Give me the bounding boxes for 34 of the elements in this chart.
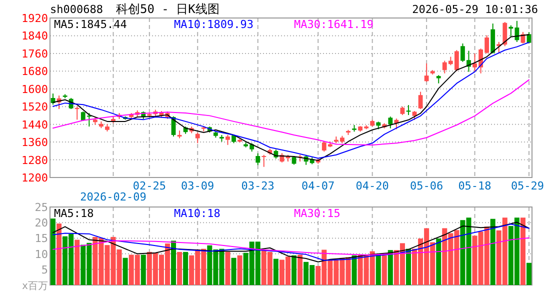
x-tick-label: 04-07 [302,180,335,192]
y-tick-label: 1280 [22,154,48,167]
x-tick-label: 03-09 [181,180,214,192]
y-tick-label: 15 [34,232,48,246]
x-tick-label: 05-18 [458,180,492,192]
y-tick-label: 1680 [22,65,48,78]
series-label: MA5:18 [54,207,94,220]
x-tick-label: 02-25 [132,180,166,192]
y-tick-label: 1600 [22,82,48,96]
x-tick-label: 03-23 [241,180,274,192]
x-tick-label: 04-20 [356,180,389,192]
y-tick-label: 1440 [22,118,48,132]
text: MA30:1641.19 [294,18,374,31]
x-tick-label: 2026-02-09 [80,190,146,204]
text: 2026-05-29 10:01:36 [412,3,538,16]
y-tick-label: 5 [41,263,48,276]
x-tick-label: 05-29 [510,180,544,192]
y-tick-label: 1760 [22,47,48,60]
text: MA30:15 [294,207,340,220]
y-tick-label: 1920 [22,12,48,25]
y-tick-label: 25 [34,201,48,214]
chart-title: 科创50 - 日K线图 [116,2,220,16]
y-tick-label: 1360 [22,136,48,150]
y-tick-label: 1840 [22,30,48,43]
y-tick-label: 1520 [22,100,48,114]
x-tick-label: 05-06 [410,180,444,192]
text: MA5:1845.44 [54,18,128,31]
text: sh000688 [50,3,103,16]
text: MA10:18 [174,207,220,220]
y-tick-label: 1200 [22,172,48,184]
y-tick-label: 10 [34,248,48,261]
text: MA10:1809.93 [174,18,254,31]
y-tick-label: 20 [34,216,48,230]
y-axis-title: x百万 [22,281,48,292]
